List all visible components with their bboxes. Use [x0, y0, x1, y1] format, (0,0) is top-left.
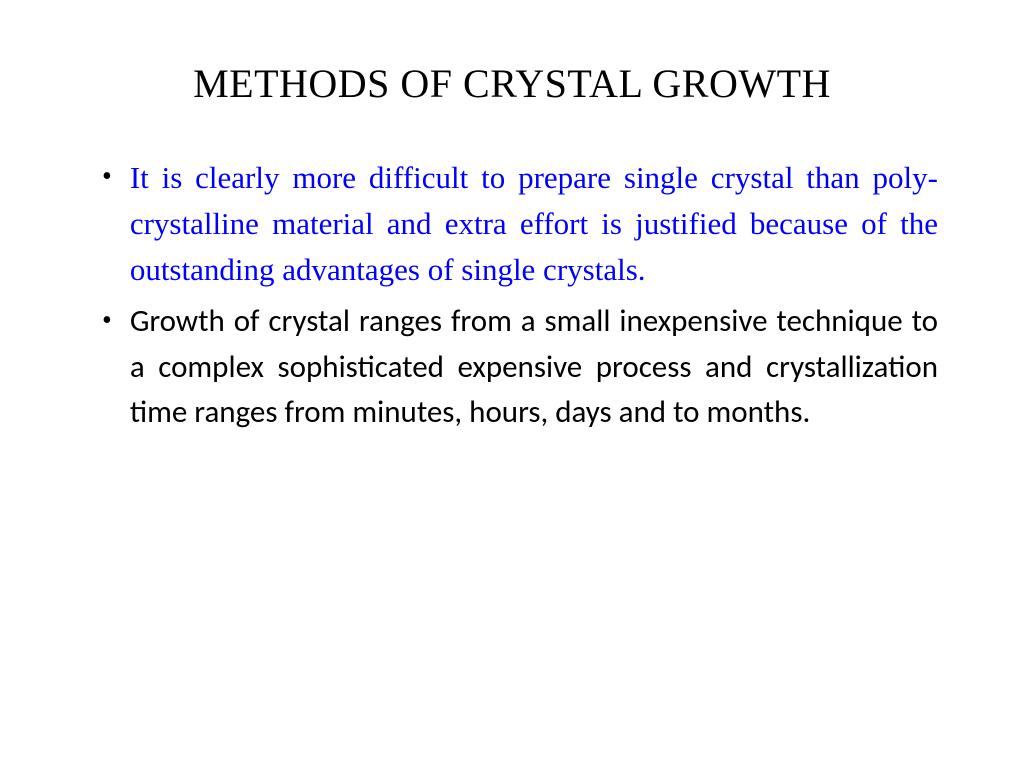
bullet-item: • Growth of crystal ranges from a small … — [102, 299, 938, 437]
bullet-item: • It is clearly more difficult to prepar… — [102, 155, 938, 293]
slide-title: METHODS OF CRYSTAL GROWTH — [86, 60, 938, 107]
bullet-dot: • — [102, 299, 112, 342]
slide-container: METHODS OF CRYSTAL GROWTH • It is clearl… — [0, 0, 1024, 768]
bullet-text: Growth of crystal ranges from a small in… — [130, 299, 938, 437]
content-area: • It is clearly more difficult to prepar… — [86, 155, 938, 436]
bullet-dot: • — [102, 155, 112, 198]
bullet-text: It is clearly more difficult to prepare … — [130, 155, 938, 293]
